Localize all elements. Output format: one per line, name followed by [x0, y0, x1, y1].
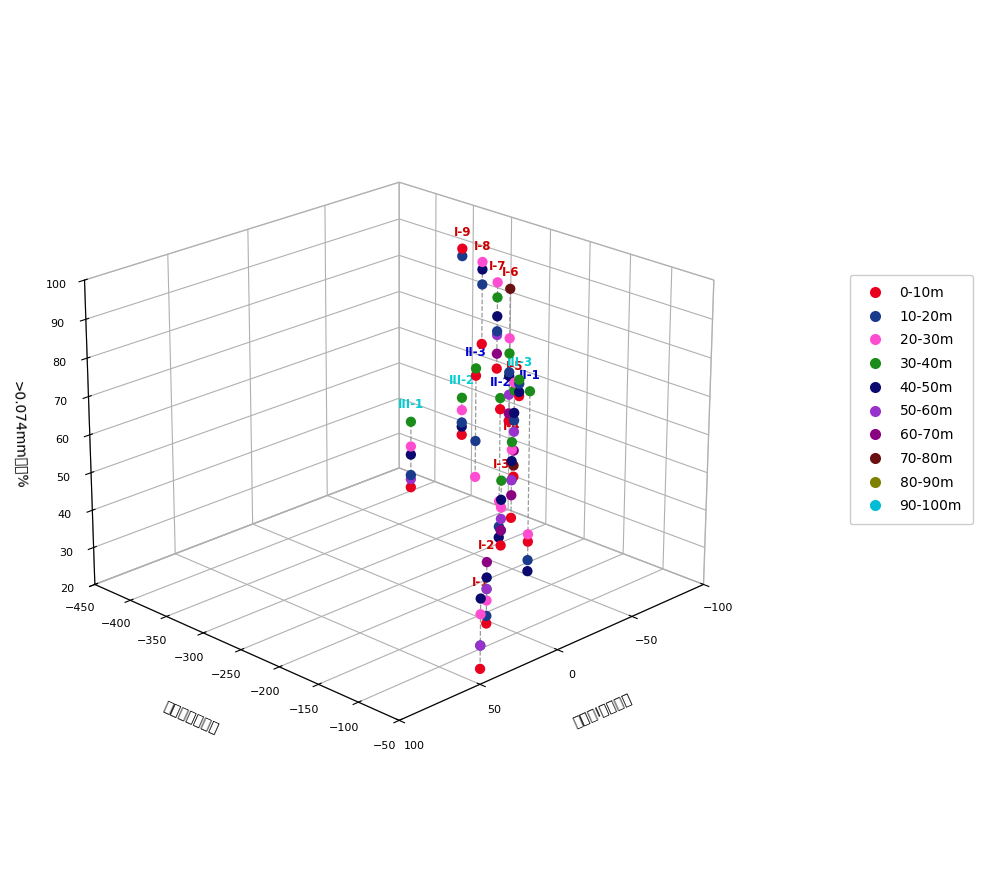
Y-axis label: 相对于坠头位置: 相对于坠头位置: [161, 699, 221, 736]
Legend: 0-10m, 10-20m, 20-30m, 30-40m, 40-50m, 50-60m, 60-70m, 70-80m, 80-90m, 90-100m: 0-10m, 10-20m, 20-30m, 30-40m, 40-50m, 5…: [850, 274, 973, 525]
X-axis label: 相对于I轴线位置: 相对于I轴线位置: [571, 691, 634, 730]
